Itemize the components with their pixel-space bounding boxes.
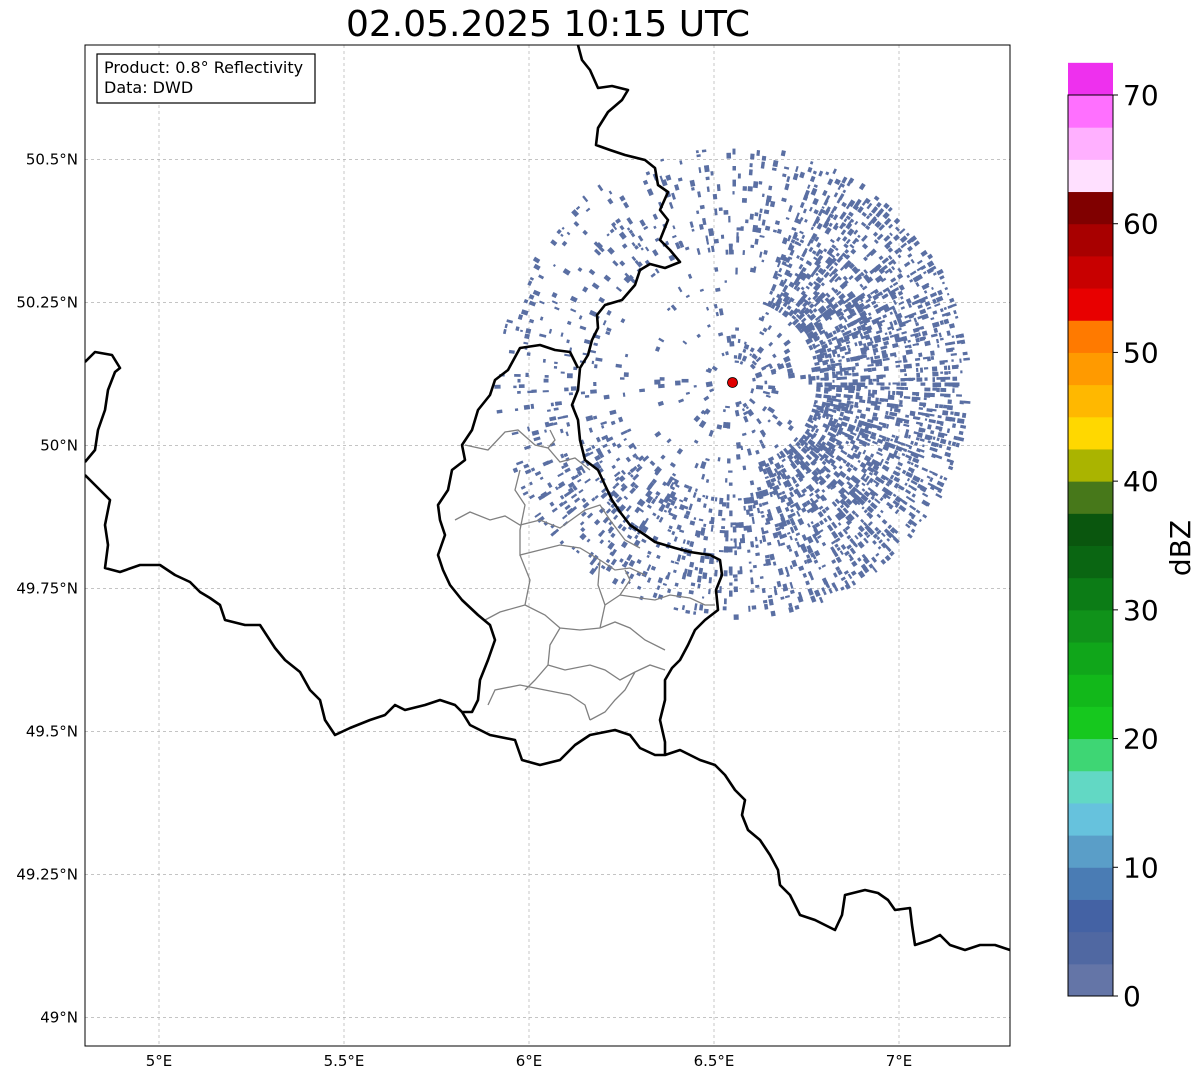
latitude-tick: 49.25°N: [16, 865, 78, 883]
longitude-tick: 6.5°E: [694, 1052, 735, 1070]
colorbar-segment: [1068, 738, 1113, 772]
colorbar-segment: [1068, 95, 1113, 128]
info-box: Product: 0.8° Reflectivity Data: DWD: [96, 53, 316, 104]
map-title: 02.05.2025 10:15 UTC: [345, 4, 751, 45]
colorbar-frame: [1067, 94, 1114, 997]
latitude-tick: 50.5°N: [26, 150, 78, 168]
longitude-tick: 6°E: [516, 1052, 543, 1070]
longitude-tick-labels: 5°E 5.5°E 6°E 6.5°E 7°E: [146, 1052, 913, 1070]
longitude-tick: 5.5°E: [324, 1052, 365, 1070]
colorbar-segment: [1068, 481, 1113, 514]
colorbar-segment: [1068, 674, 1113, 707]
colorbar-segment: [1068, 448, 1113, 482]
latitude-tick: 49°N: [40, 1008, 78, 1026]
colorbar-tick-labels: 0 10 20 30 40 50 60 70: [1113, 79, 1159, 1013]
colorbar-segment: [1068, 899, 1113, 933]
colorbar-tick-label: 60: [1123, 208, 1159, 241]
colorbar-tick-label: 0: [1123, 980, 1141, 1013]
map-frame: [84, 44, 1011, 1047]
colorbar-tick-label: 10: [1123, 851, 1159, 884]
info-product-text: Product: 0.8° Reflectivity: [104, 58, 303, 77]
colorbar-segment: [1068, 62, 1113, 96]
colorbar-segment: [1068, 384, 1113, 418]
radar-site-marker: [727, 377, 738, 388]
info-data-text: Data: DWD: [104, 78, 193, 97]
longitude-tick: 5°E: [146, 1052, 173, 1070]
colorbar-segment: [1068, 706, 1113, 740]
colorbar-segment: [1068, 963, 1113, 997]
district-boundaries: [454, 429, 715, 721]
colorbar-segment: [1068, 416, 1113, 450]
colorbar-segment: [1068, 931, 1113, 965]
colorbar-segment: [1068, 288, 1113, 321]
colorbar-segment: [1068, 609, 1113, 643]
colorbar-segment: [1068, 352, 1113, 386]
colorbar-segment: [1068, 191, 1113, 225]
colorbar-segment: [1068, 127, 1113, 160]
colorbar-unit-label: dBZ: [1164, 520, 1197, 576]
colorbar-segment: [1068, 223, 1113, 257]
colorbar-segment: [1068, 577, 1113, 611]
latitude-tick-labels: 50.5°N 50.25°N 50°N 49.75°N 49.5°N 49.25°N 49°…: [16, 150, 78, 1026]
colorbar-tick-label: 20: [1123, 723, 1159, 756]
latitude-tick: 50°N: [40, 436, 78, 454]
longitude-tick: 7°E: [886, 1052, 913, 1070]
colorbar-segment: [1068, 835, 1113, 868]
colorbar-tick-label: 40: [1123, 465, 1159, 498]
graticule: [85, 45, 1010, 1046]
colorbar-segment: [1068, 867, 1113, 900]
colorbar-tick-label: 50: [1123, 336, 1159, 369]
borders-layer: [85, 45, 1010, 952]
colorbar-segment: [1068, 320, 1113, 353]
colorbar: [1068, 62, 1113, 997]
colorbar-segment: [1068, 545, 1113, 579]
map-background: [85, 45, 1010, 1046]
colorbar-segment: [1068, 513, 1113, 546]
colorbar-segment: [1068, 159, 1113, 193]
colorbar-segment: [1068, 770, 1113, 804]
latitude-tick: 49.75°N: [16, 579, 78, 597]
colorbar-tick-label: 70: [1123, 79, 1159, 112]
national-borders: [85, 45, 1010, 952]
latitude-tick: 49.5°N: [26, 722, 78, 740]
latitude-tick: 50.25°N: [16, 293, 78, 311]
colorbar-tick-label: 30: [1123, 594, 1159, 627]
colorbar-segment: [1068, 255, 1113, 289]
colorbar-segment: [1068, 642, 1113, 675]
colorbar-segment: [1068, 802, 1113, 836]
